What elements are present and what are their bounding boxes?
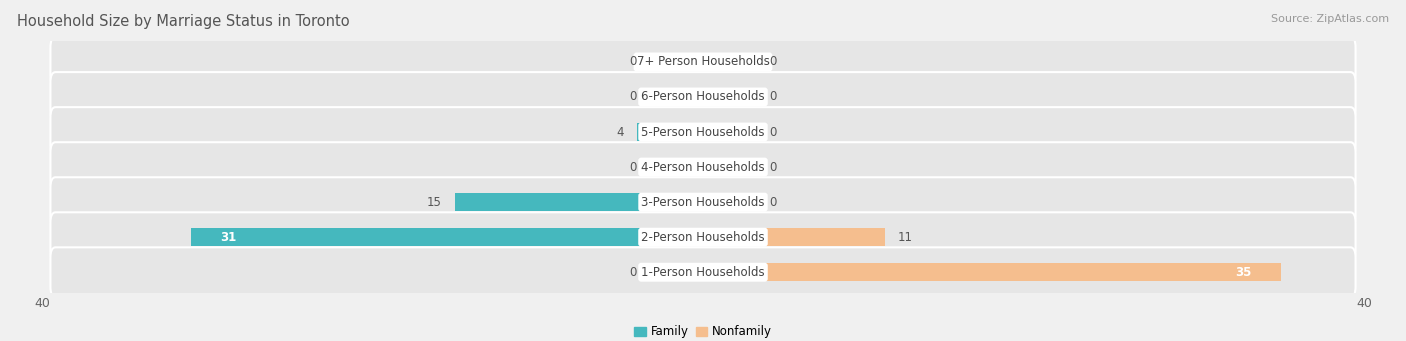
Bar xyxy=(637,123,703,141)
Text: 6-Person Households: 6-Person Households xyxy=(641,90,765,104)
Text: 0: 0 xyxy=(630,56,637,69)
Text: 0: 0 xyxy=(630,90,637,104)
FancyBboxPatch shape xyxy=(51,212,1355,262)
FancyBboxPatch shape xyxy=(51,177,1355,227)
Text: 7+ Person Households: 7+ Person Households xyxy=(637,56,769,69)
Text: 0: 0 xyxy=(769,196,776,209)
Text: 0: 0 xyxy=(769,90,776,104)
Legend: Family, Nonfamily: Family, Nonfamily xyxy=(630,321,776,341)
Bar xyxy=(191,228,703,246)
Text: 0: 0 xyxy=(769,161,776,174)
Text: 0: 0 xyxy=(630,266,637,279)
Text: Household Size by Marriage Status in Toronto: Household Size by Marriage Status in Tor… xyxy=(17,14,350,29)
Text: 11: 11 xyxy=(898,231,912,244)
Bar xyxy=(703,88,761,106)
FancyBboxPatch shape xyxy=(51,107,1355,157)
FancyBboxPatch shape xyxy=(51,72,1355,122)
Text: 4-Person Households: 4-Person Households xyxy=(641,161,765,174)
Text: 4: 4 xyxy=(616,125,624,138)
Text: 0: 0 xyxy=(630,161,637,174)
Text: 0: 0 xyxy=(769,125,776,138)
Bar xyxy=(645,88,703,106)
Bar xyxy=(703,53,761,71)
Text: 5-Person Households: 5-Person Households xyxy=(641,125,765,138)
Bar xyxy=(703,263,1281,281)
Text: 35: 35 xyxy=(1234,266,1251,279)
Bar xyxy=(456,193,703,211)
Bar xyxy=(703,228,884,246)
FancyBboxPatch shape xyxy=(51,142,1355,192)
FancyBboxPatch shape xyxy=(51,247,1355,297)
Bar xyxy=(645,158,703,176)
Bar xyxy=(703,193,761,211)
Bar xyxy=(703,123,761,141)
FancyBboxPatch shape xyxy=(51,37,1355,87)
Text: Source: ZipAtlas.com: Source: ZipAtlas.com xyxy=(1271,14,1389,24)
Text: 1-Person Households: 1-Person Households xyxy=(641,266,765,279)
Text: 15: 15 xyxy=(427,196,441,209)
Text: 3-Person Households: 3-Person Households xyxy=(641,196,765,209)
Bar xyxy=(645,53,703,71)
Bar xyxy=(645,263,703,281)
Bar xyxy=(703,158,761,176)
Text: 2-Person Households: 2-Person Households xyxy=(641,231,765,244)
Text: 31: 31 xyxy=(221,231,236,244)
Text: 0: 0 xyxy=(769,56,776,69)
